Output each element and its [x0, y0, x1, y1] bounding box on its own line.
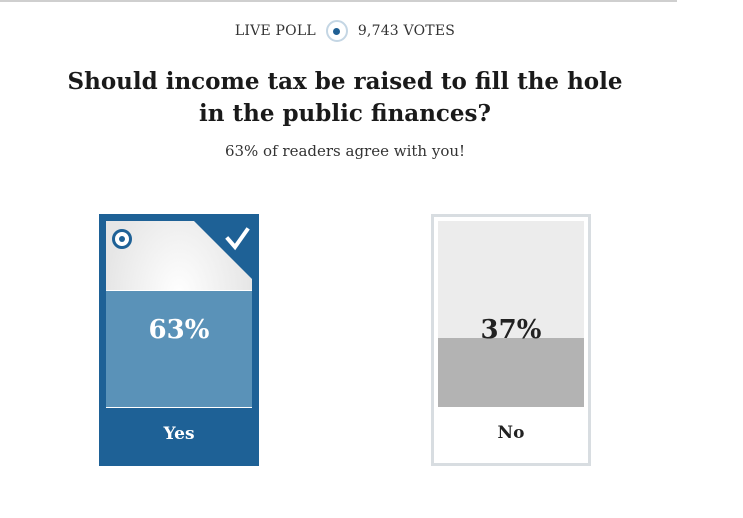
option-label: Yes [106, 407, 252, 459]
radio-selected-icon [112, 229, 132, 249]
top-divider [0, 0, 677, 2]
checkmark-icon [190, 217, 256, 283]
poll-question: Should income tax be raised to fill the … [67, 68, 623, 127]
agreement-text: 63% of readers agree with you! [224, 142, 466, 160]
result-bar-fill [106, 289, 252, 407]
result-percent: 63% [148, 315, 210, 345]
result-bar-fill [438, 338, 584, 407]
result-percent: 37% [480, 315, 542, 345]
live-poll-label: LIVE POLL [234, 23, 316, 39]
poll-option-no[interactable]: 37% No [431, 214, 591, 466]
result-bar-area: 37% [438, 221, 584, 407]
poll-meta: LIVE POLL 9,743 VOTES [0, 20, 690, 42]
live-indicator-icon [325, 20, 348, 42]
poll-option-yes[interactable]: 63% Yes [99, 214, 259, 466]
option-label: No [438, 407, 584, 459]
vote-count: 9,743 VOTES [357, 23, 456, 39]
